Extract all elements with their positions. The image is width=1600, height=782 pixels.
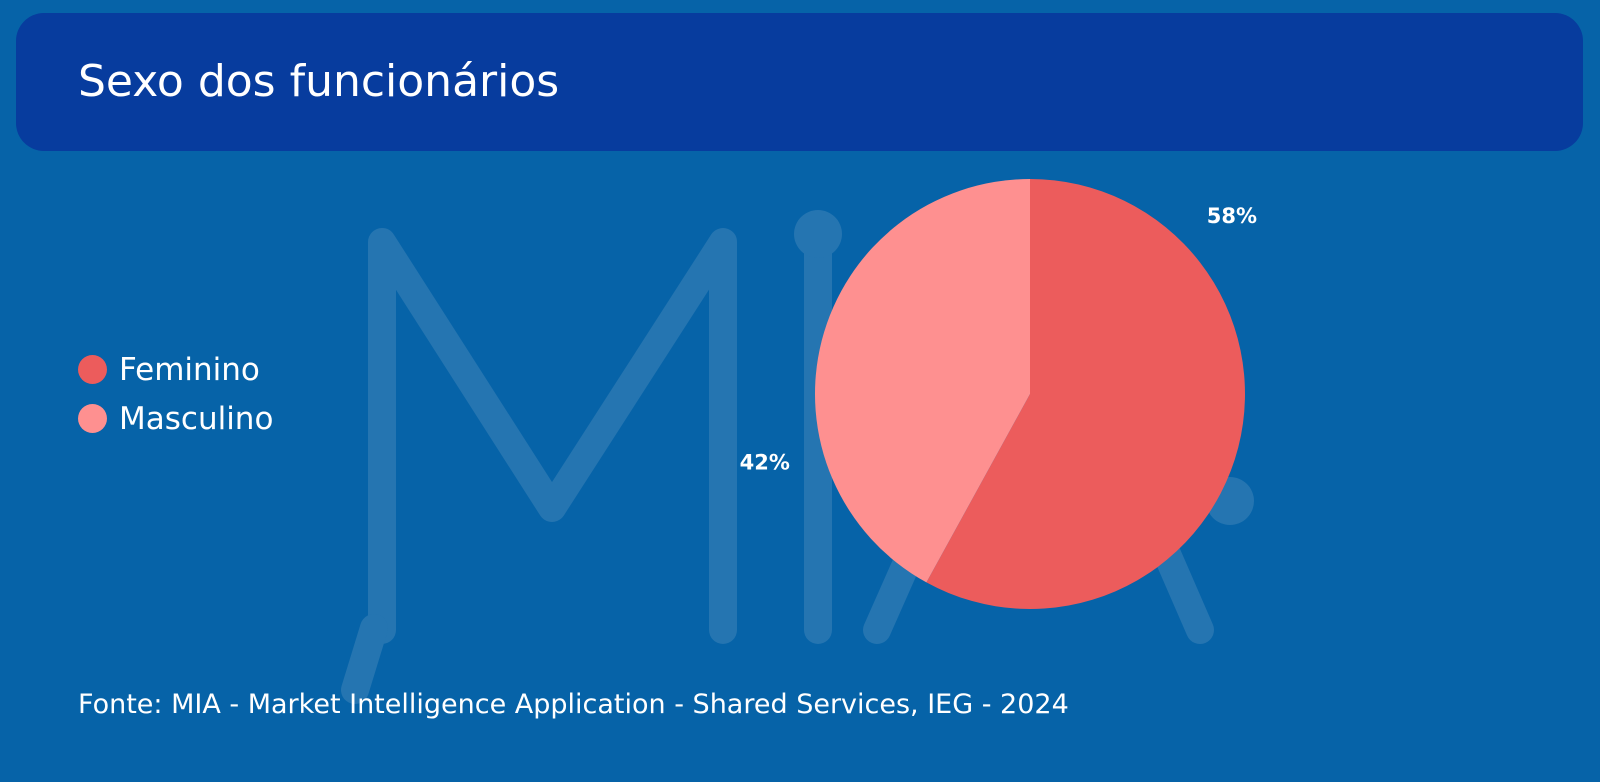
pie-slice-masculino: [814, 179, 1030, 583]
legend-item-feminino: Feminino: [78, 345, 273, 394]
page-title: Sexo dos funcionários: [78, 56, 560, 107]
chart-legend: Feminino Masculino: [78, 345, 273, 443]
legend-label-feminino: Feminino: [119, 351, 260, 388]
header-banner: Sexo dos funcionários: [16, 13, 1583, 151]
source-note: Fonte: MIA - Market Intelligence Applica…: [78, 689, 1069, 720]
legend-swatch-feminino: [78, 355, 107, 384]
pie-label-masculino: 42%: [740, 451, 790, 475]
legend-label-masculino: Masculino: [119, 400, 274, 437]
pie-slice-feminino: [926, 179, 1245, 609]
legend-swatch-masculino: [78, 404, 107, 433]
pie-label-feminino: 58%: [1207, 204, 1257, 228]
legend-item-masculino: Masculino: [78, 394, 273, 443]
